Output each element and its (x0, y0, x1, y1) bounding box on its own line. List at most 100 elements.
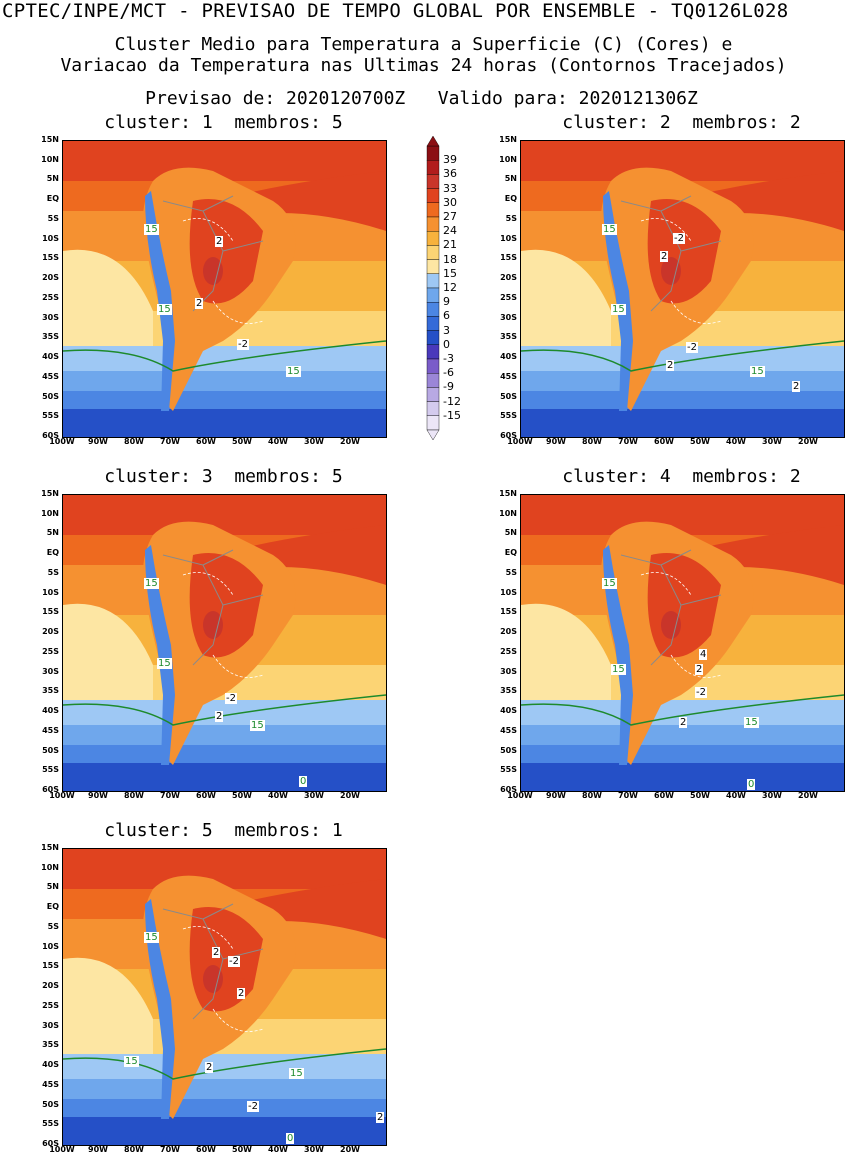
temperature-band (63, 725, 386, 745)
isotherm-contour (63, 340, 386, 372)
title-line-1: Cluster Medio para Temperatura a Superfi… (114, 34, 733, 55)
forecast-map: 15 -2 2 15 -2 2 15 2 (520, 140, 845, 438)
colorbar-segment (426, 273, 440, 289)
latitude-label: 40S (42, 1060, 59, 1070)
warm-ocean-region (213, 525, 386, 585)
colorbar-label: -3 (443, 352, 454, 365)
latitude-label: 30S (500, 312, 517, 322)
temperature-band (521, 346, 844, 371)
latitude-label: 5S (47, 567, 59, 577)
longitude-label: 20W (798, 437, 818, 446)
change-contour (640, 218, 722, 324)
temperature-band (63, 849, 386, 889)
colorbar-label: 27 (443, 210, 457, 223)
latitude-label: 55S (42, 411, 59, 421)
temperature-band (63, 409, 386, 437)
colorbar-segment (426, 401, 440, 417)
latitude-label: EQ (46, 902, 59, 912)
longitude-label: 70W (160, 791, 180, 800)
latitude-label: 10N (499, 154, 517, 164)
isotherm-contour (63, 1048, 386, 1080)
warm-ocean-region (671, 525, 844, 585)
forecast-map: 15 15 -2 2 15 0 (62, 494, 387, 792)
contour-label: 15 (144, 932, 159, 943)
longitude-label: 50W (690, 437, 710, 446)
longitude-label: 90W (546, 791, 566, 800)
latitude-label: 5N (504, 174, 517, 184)
latitude-label: 60S (42, 431, 59, 440)
temperature-band (63, 141, 386, 181)
temperature-band (63, 763, 386, 791)
colorbar-label: 21 (443, 238, 457, 252)
latitude-label: 50S (42, 745, 59, 755)
colorbar-segment (426, 330, 440, 346)
latitude-label: 35S (500, 332, 517, 342)
contour-label: 15 (750, 366, 765, 377)
longitude-label: 60W (196, 791, 216, 800)
latitude-label: 15S (42, 961, 59, 971)
isotherm-contour (521, 694, 844, 726)
latitude-label: 5N (46, 882, 59, 892)
latitude-label: EQ (504, 548, 517, 558)
longitude-label: 30W (762, 791, 782, 800)
hot-core (203, 257, 223, 285)
contour-label: 15 (611, 304, 626, 315)
colorbar-segment (426, 174, 440, 189)
longitude-label: 80W (124, 1145, 144, 1154)
latitude-label: EQ (504, 194, 517, 204)
latitude-label: 30S (42, 312, 59, 322)
latitude-label: 60S (42, 785, 59, 794)
longitude-label: 40W (268, 1145, 288, 1154)
longitude-label: 70W (160, 1145, 180, 1154)
colorbar-segment (426, 188, 440, 203)
colorbar-label: -9 (443, 380, 454, 394)
hot-core (203, 611, 223, 639)
latitude-label: 30S (42, 666, 59, 676)
temperature-band (521, 763, 844, 791)
country-borders (162, 195, 264, 312)
longitude-label: 80W (124, 437, 144, 446)
cool-ocean-region (521, 249, 611, 346)
latitude-label: 30S (42, 1020, 59, 1030)
colorbar-segment (426, 358, 440, 374)
andes-cold-strip (145, 191, 175, 411)
latitude-label: 25S (500, 292, 517, 302)
longitude-label: 60W (654, 437, 674, 446)
temperature-band (63, 1099, 386, 1117)
latitude-label: EQ (46, 194, 59, 204)
longitude-label: 40W (726, 791, 746, 800)
latitude-label: 5S (47, 921, 59, 931)
latitude-label: 60S (42, 1139, 59, 1148)
longitude-label: 100W (49, 437, 75, 446)
colorbar-label: 12 (443, 281, 457, 294)
latitude-label: 40S (500, 706, 517, 716)
temperature-band (63, 1079, 386, 1099)
latitude-label: 50S (42, 391, 59, 401)
panel-title: cluster: 3 membros: 5 (104, 466, 343, 487)
longitude-label: 100W (507, 791, 533, 800)
andes-cold-strip (603, 545, 633, 765)
longitude-label: 30W (304, 437, 324, 446)
product-header: CPTEC/INPE/MCT - PREVISAO DE TEMPO GLOBA… (2, 0, 789, 22)
contour-label: 15 (157, 304, 172, 315)
forecast-time-line: Previsao de: 2020120700Z Valido para: 20… (145, 88, 698, 109)
isotherm-contour (63, 694, 386, 726)
longitude-label: 20W (340, 1145, 360, 1154)
latitude-label: 5N (46, 528, 59, 538)
longitude-label: 80W (582, 437, 602, 446)
longitude-label: 40W (726, 437, 746, 446)
latitude-label: 15N (41, 489, 59, 498)
colorbar-label: 24 (443, 224, 457, 238)
longitude-label: 100W (507, 437, 533, 446)
latitude-label: 15N (41, 135, 59, 144)
latitude-label: 10N (41, 862, 59, 872)
longitude-label: 80W (124, 791, 144, 800)
contour-label: 2 (212, 947, 221, 958)
colorbar-segment (426, 387, 440, 402)
contour-label: 4 (699, 649, 708, 660)
panel-title: cluster: 1 membros: 5 (104, 112, 343, 133)
colorbar-label: 39 (443, 153, 457, 167)
panel-title: cluster: 2 membros: 2 (562, 112, 801, 133)
temperature-band (521, 391, 844, 409)
colorbar-segment (426, 301, 440, 317)
